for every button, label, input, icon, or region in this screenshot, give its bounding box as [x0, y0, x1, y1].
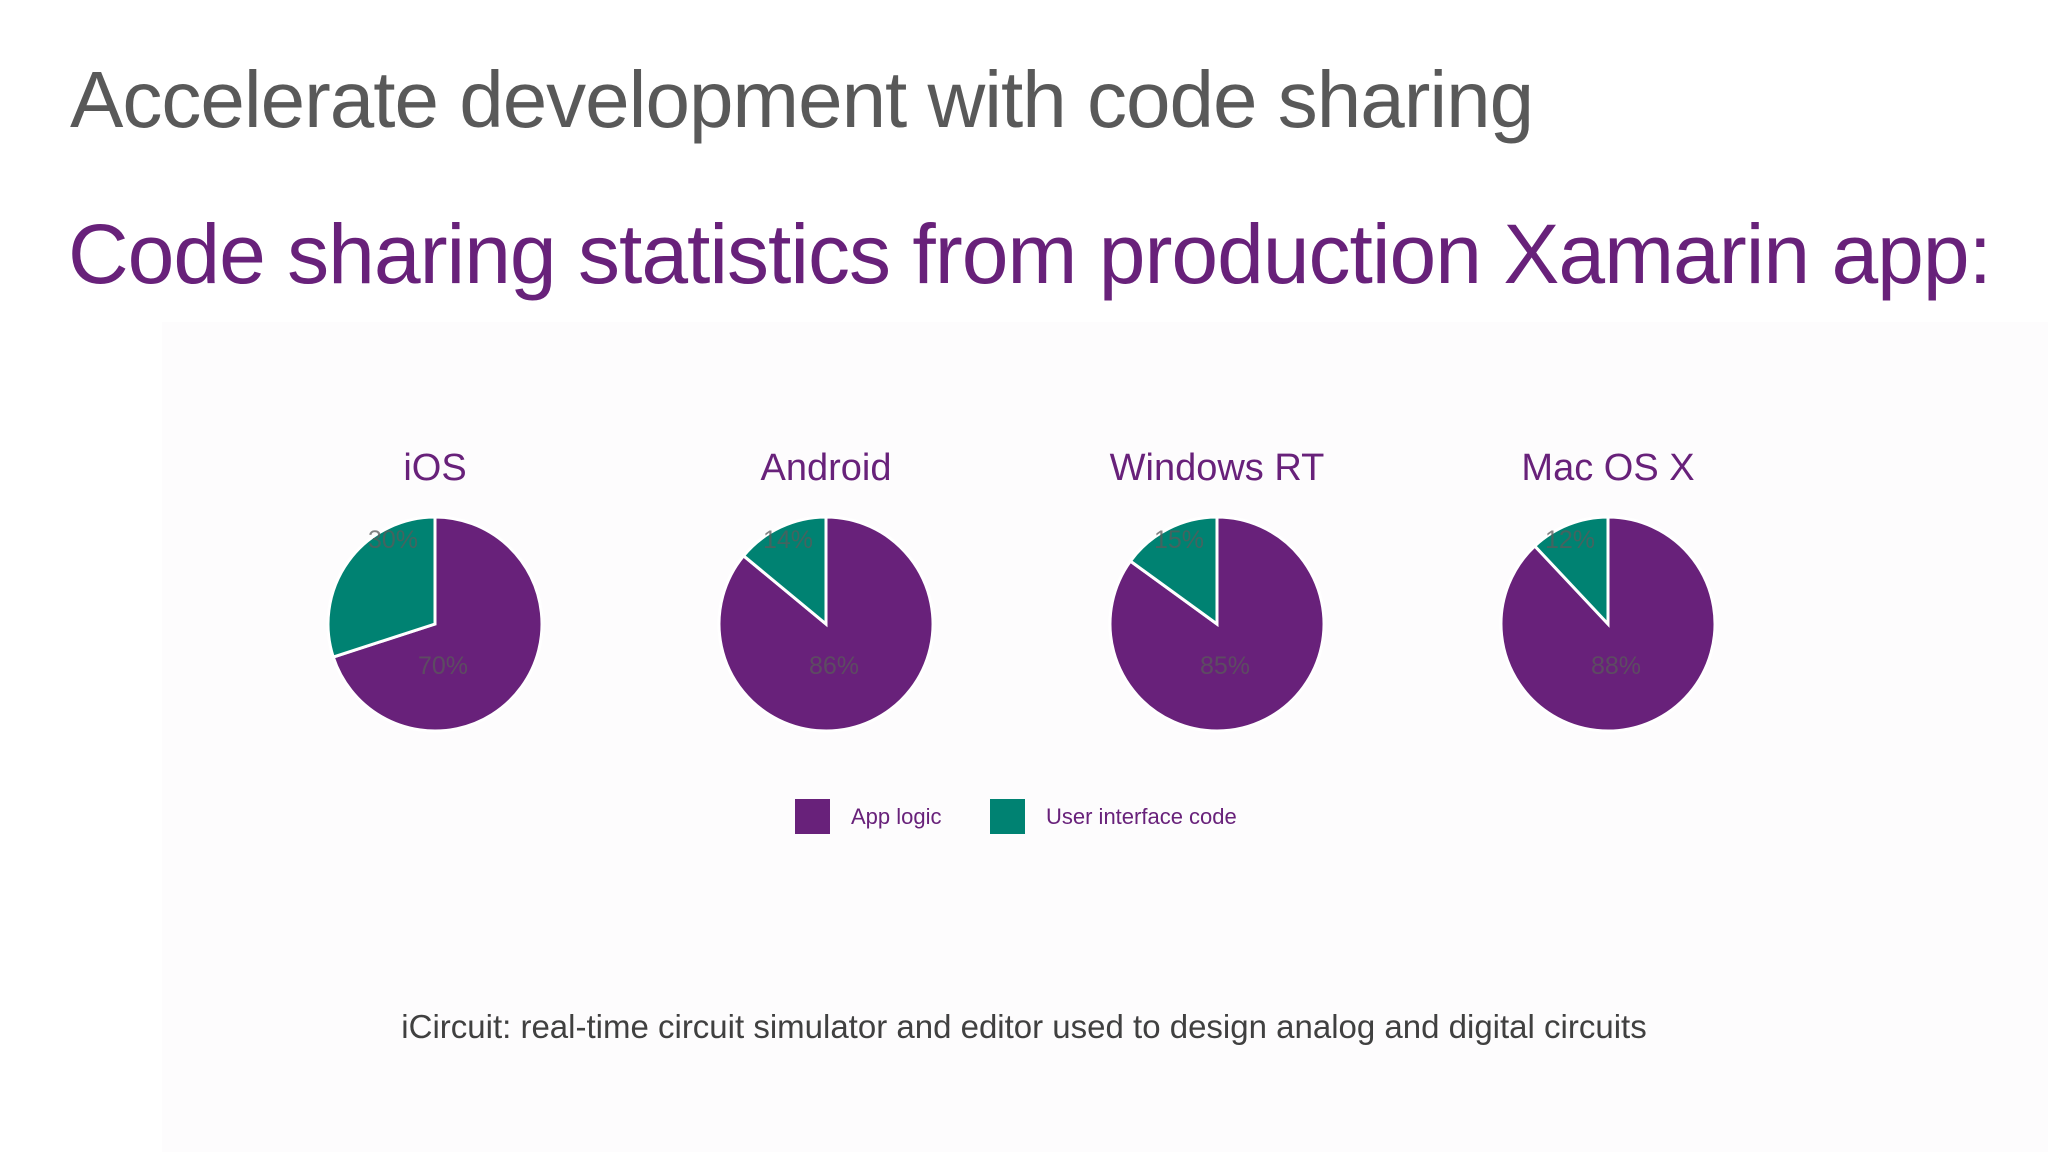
pie-slice-windows-rt-app-logic [1108, 515, 1326, 733]
pie-title-windows-rt: Windows RT [1110, 447, 1325, 489]
pie-slice-ios-app-logic [331, 515, 544, 733]
legend-swatch-app-logic [795, 799, 830, 834]
pie-title-ios: iOS [403, 447, 466, 489]
data-label-mac-os-x-user-interface-code: 12% [1545, 526, 1595, 554]
legend-label-app-logic: App logic [851, 804, 942, 829]
pie-slice-ios-user-interface-code [326, 515, 437, 659]
legend-swatch-user-interface-code [990, 799, 1025, 834]
data-label-windows-rt-app-logic: 85% [1200, 652, 1250, 680]
data-label-ios-app-logic: 70% [418, 652, 468, 680]
chart-panel [162, 322, 2048, 1152]
slide-caption: iCircuit: real-time circuit simulator an… [401, 1008, 1647, 1045]
pie-chart-windows-rt: Windows RT 85% 15% [1108, 447, 1326, 733]
data-label-android-app-logic: 86% [809, 652, 859, 680]
pie-chart-android: Android 86% 14% [717, 447, 935, 733]
pie-slice-android-user-interface-code [741, 515, 828, 628]
pie-title-android: Android [761, 447, 892, 489]
pie-slice-windows-rt-user-interface-code [1128, 515, 1219, 627]
legend-label-user-interface-code: User interface code [1046, 804, 1237, 829]
pie-slice-mac-os-x-user-interface-code [1532, 515, 1610, 628]
data-label-android-user-interface-code: 14% [763, 526, 813, 554]
data-label-windows-rt-user-interface-code: 15% [1154, 526, 1204, 554]
data-label-ios-user-interface-code: 30% [368, 526, 418, 554]
pie-chart-ios: iOS 70% 30% [326, 447, 544, 733]
data-label-mac-os-x-app-logic: 88% [1591, 652, 1641, 680]
slide-title: Accelerate development with code sharing [70, 55, 1534, 144]
pie-chart-mac-os-x: Mac OS X 88% 12% [1499, 447, 1717, 733]
pie-title-mac-os-x: Mac OS X [1521, 447, 1694, 489]
legend: App logic User interface code [795, 799, 1237, 834]
slide-subtitle: Code sharing statistics from production … [68, 207, 1992, 301]
